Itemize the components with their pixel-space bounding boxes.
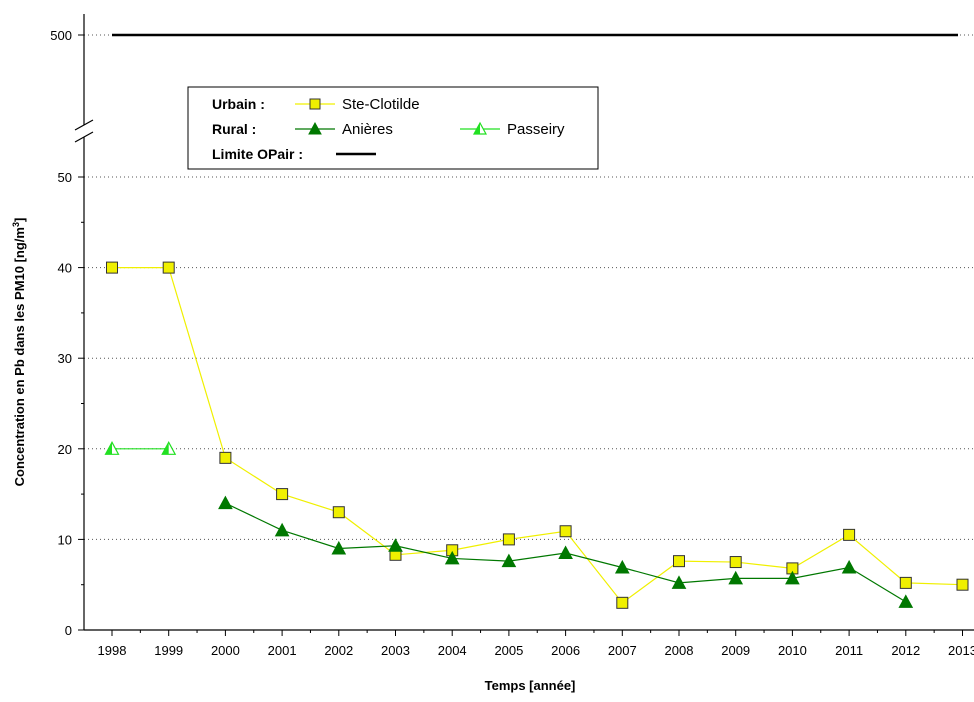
y-tick-label-40: 40 xyxy=(58,261,72,276)
y-axis-title-end: ] xyxy=(12,218,27,222)
series-line-0 xyxy=(112,267,963,604)
legend-entry-passeiry: Passeiry xyxy=(507,121,565,138)
point-Anières-2003 xyxy=(388,538,403,552)
point-Passeiry-1998 xyxy=(104,441,120,455)
y-axis-title: Concentration en Pb dans les PM10 [ng/m3… xyxy=(11,218,27,487)
point-Passeiry-1999 xyxy=(161,441,177,455)
legend-marker-anieres xyxy=(308,121,322,135)
point-Ste-Clotilde-2011 xyxy=(843,528,856,541)
point-Ste-Clotilde-2007 xyxy=(616,596,629,609)
legend-marker-ste-clotilde xyxy=(309,98,321,110)
x-tick-label-2008: 2008 xyxy=(665,643,694,658)
x-tick-label-2000: 2000 xyxy=(211,643,240,658)
point-Anières-2006 xyxy=(558,545,573,559)
x-tick-label-2012: 2012 xyxy=(891,643,920,658)
point-Ste-Clotilde-2000 xyxy=(219,451,232,464)
x-tick-label-2002: 2002 xyxy=(324,643,353,658)
x-tick-label-2005: 2005 xyxy=(494,643,523,658)
y-tick-label-upper: 500 xyxy=(50,28,72,43)
legend-marker-passeiry xyxy=(472,121,488,135)
point-Ste-Clotilde-2005 xyxy=(502,533,515,546)
point-Passeiry-1998-fill xyxy=(105,442,112,455)
x-tick-label-1999: 1999 xyxy=(154,643,183,658)
legend-limite-label: Limite OPair : xyxy=(212,146,303,162)
point-Anières-2010 xyxy=(785,570,800,585)
point-Anières-2007 xyxy=(614,559,630,574)
point-Anières-2002 xyxy=(331,540,347,555)
point-Ste-Clotilde-2002 xyxy=(332,506,345,519)
point-Anières-2001 xyxy=(274,522,290,537)
x-tick-label-2010: 2010 xyxy=(778,643,807,658)
x-tick-label-2006: 2006 xyxy=(551,643,580,658)
y-tick-label-10: 10 xyxy=(58,532,72,547)
y-break-mark-2 xyxy=(74,131,94,143)
y-tick-label-20: 20 xyxy=(58,442,72,457)
point-Passeiry-1999-fill xyxy=(162,442,169,455)
point-Anières-2009 xyxy=(728,570,744,585)
x-tick-label-2003: 2003 xyxy=(381,643,410,658)
x-tick-label-2013: 2013 xyxy=(948,643,974,658)
point-Anières-2005 xyxy=(501,553,517,568)
x-tick-label-2004: 2004 xyxy=(438,643,467,658)
x-tick-label-1998: 1998 xyxy=(98,643,127,658)
y-tick-label-0: 0 xyxy=(65,623,72,638)
legend-box xyxy=(187,86,599,170)
point-Anières-2000 xyxy=(218,495,233,510)
x-tick-label-2011: 2011 xyxy=(835,643,863,658)
legend-marker-passeiry-fill xyxy=(474,123,480,134)
point-Anières-2008 xyxy=(671,575,687,589)
legend-entry-ste-clotilde: Ste-Clotilde xyxy=(342,96,420,113)
x-axis-title: Temps [année] xyxy=(485,678,576,693)
point-Ste-Clotilde-2013 xyxy=(956,578,969,591)
point-Ste-Clotilde-2009 xyxy=(729,556,742,569)
point-Ste-Clotilde-1999 xyxy=(162,261,175,274)
y-tick-label-30: 30 xyxy=(58,351,72,366)
y-tick-label-50: 50 xyxy=(58,170,72,185)
point-Ste-Clotilde-2006 xyxy=(559,525,572,538)
y-axis-title-main: Concentration en Pb dans les PM10 [ng/m xyxy=(12,227,27,486)
x-tick-label-2009: 2009 xyxy=(721,643,750,658)
point-Ste-Clotilde-2008 xyxy=(673,555,685,568)
point-Anières-2004 xyxy=(444,550,460,565)
point-Ste-Clotilde-1998 xyxy=(106,261,118,274)
point-Ste-Clotilde-2012 xyxy=(899,576,912,589)
x-tick-label-2001: 2001 xyxy=(268,643,297,658)
legend-rural-label: Rural : xyxy=(212,121,256,137)
y-break-mark-1 xyxy=(74,119,94,131)
y-axis-title-sup: 3 xyxy=(11,222,21,227)
legend-entry-anieres: Anières xyxy=(342,121,393,138)
x-tick-label-2007: 2007 xyxy=(608,643,637,658)
legend-urbain-label: Urbain : xyxy=(212,96,265,112)
point-Anières-2012 xyxy=(898,594,914,608)
point-Ste-Clotilde-2001 xyxy=(276,488,289,501)
point-Anières-2011 xyxy=(841,559,857,574)
